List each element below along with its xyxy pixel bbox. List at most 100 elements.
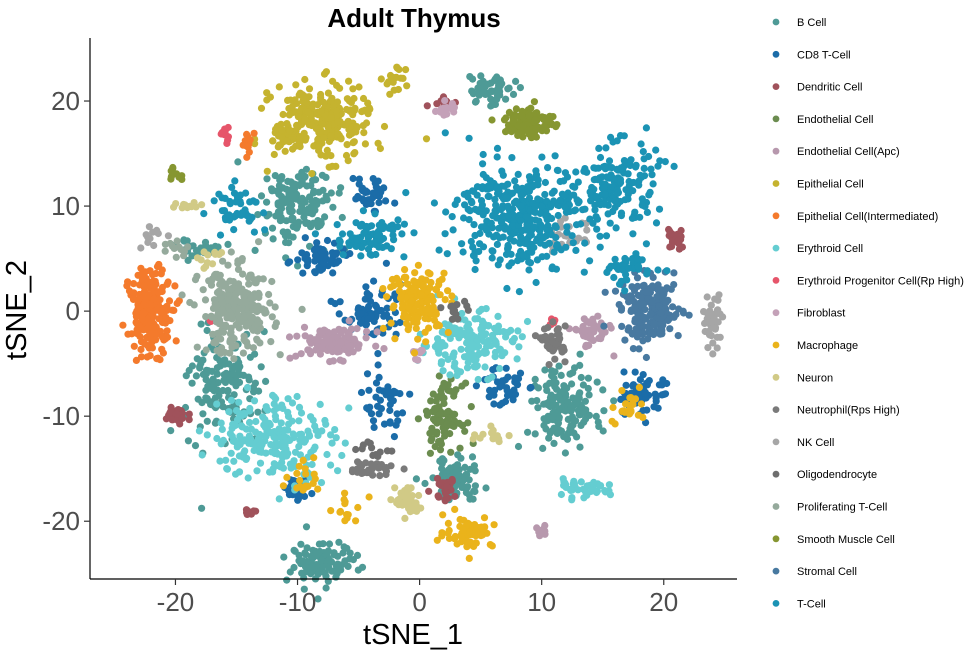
data-point xyxy=(568,380,576,388)
data-point xyxy=(600,184,608,192)
data-point xyxy=(449,226,457,234)
data-point xyxy=(659,376,667,384)
data-point xyxy=(134,296,142,304)
data-point xyxy=(352,195,360,203)
data-point xyxy=(584,374,593,382)
data-point xyxy=(421,328,429,336)
data-point xyxy=(491,324,499,332)
data-point xyxy=(590,478,598,486)
data-point xyxy=(230,391,238,399)
data-point xyxy=(328,439,336,447)
data-point xyxy=(457,345,465,353)
data-point xyxy=(561,407,570,415)
data-point xyxy=(599,386,607,394)
data-point xyxy=(380,312,388,320)
data-point xyxy=(233,192,241,200)
data-point xyxy=(488,101,496,109)
data-point xyxy=(199,286,207,294)
data-point xyxy=(250,397,259,405)
data-point xyxy=(430,199,438,207)
data-point xyxy=(336,508,344,516)
data-point xyxy=(530,98,539,106)
data-point xyxy=(569,369,577,377)
data-point xyxy=(638,293,646,302)
data-point xyxy=(335,538,343,546)
data-point xyxy=(477,523,485,531)
data-point xyxy=(637,140,645,148)
data-point xyxy=(542,127,551,135)
legend-key xyxy=(772,244,780,252)
data-point xyxy=(504,212,512,220)
data-point xyxy=(472,532,480,540)
data-point xyxy=(405,485,413,493)
data-point xyxy=(709,350,717,358)
data-point xyxy=(564,415,572,423)
data-point xyxy=(451,535,459,543)
data-point xyxy=(271,303,279,311)
data-point xyxy=(305,431,313,439)
data-point xyxy=(315,143,323,151)
data-point xyxy=(321,416,329,425)
data-point xyxy=(532,125,540,133)
data-point xyxy=(372,393,380,401)
data-point xyxy=(502,364,510,372)
data-point xyxy=(419,281,427,289)
data-point xyxy=(132,356,140,364)
data-point xyxy=(261,423,269,431)
data-point xyxy=(390,433,398,441)
data-point xyxy=(281,426,289,434)
data-point xyxy=(503,284,511,293)
data-point xyxy=(341,439,349,447)
data-point xyxy=(243,142,251,150)
data-point xyxy=(585,391,593,399)
data-point xyxy=(334,130,342,138)
data-point xyxy=(343,105,351,114)
data-point xyxy=(494,312,502,320)
data-point xyxy=(296,143,304,151)
data-point xyxy=(456,444,464,452)
data-point xyxy=(218,299,226,307)
data-point xyxy=(560,382,568,390)
data-point xyxy=(632,161,640,169)
data-point xyxy=(277,120,285,128)
data-point xyxy=(360,129,368,137)
data-point xyxy=(648,171,656,179)
data-point xyxy=(343,544,351,552)
data-point xyxy=(414,356,422,364)
data-point xyxy=(442,208,450,216)
data-point xyxy=(465,554,473,563)
data-point xyxy=(215,320,223,328)
legend-key xyxy=(772,470,780,478)
data-point xyxy=(591,201,599,209)
legend-key xyxy=(772,212,780,220)
data-point xyxy=(213,400,221,408)
data-point xyxy=(664,316,672,325)
series-10 xyxy=(279,261,647,563)
data-point xyxy=(299,456,307,464)
data-point xyxy=(203,431,211,439)
data-point xyxy=(281,147,289,155)
data-point xyxy=(669,303,677,311)
data-point xyxy=(426,284,434,292)
data-point xyxy=(576,350,584,358)
x-tick-label: -20 xyxy=(157,587,195,617)
data-point xyxy=(275,182,283,190)
data-point xyxy=(596,201,605,209)
data-point xyxy=(577,478,585,486)
data-point xyxy=(207,384,215,392)
data-point xyxy=(386,406,394,415)
data-point xyxy=(376,472,384,480)
data-point xyxy=(130,342,138,350)
data-point xyxy=(441,427,449,435)
data-point xyxy=(704,344,712,352)
data-point xyxy=(293,392,301,401)
data-point xyxy=(453,367,461,375)
data-point xyxy=(272,319,280,327)
data-point xyxy=(562,243,570,251)
data-point xyxy=(596,243,604,251)
data-point xyxy=(607,133,615,141)
data-point xyxy=(468,453,477,461)
data-point xyxy=(670,269,678,277)
data-point xyxy=(343,141,351,149)
data-point xyxy=(391,335,399,343)
